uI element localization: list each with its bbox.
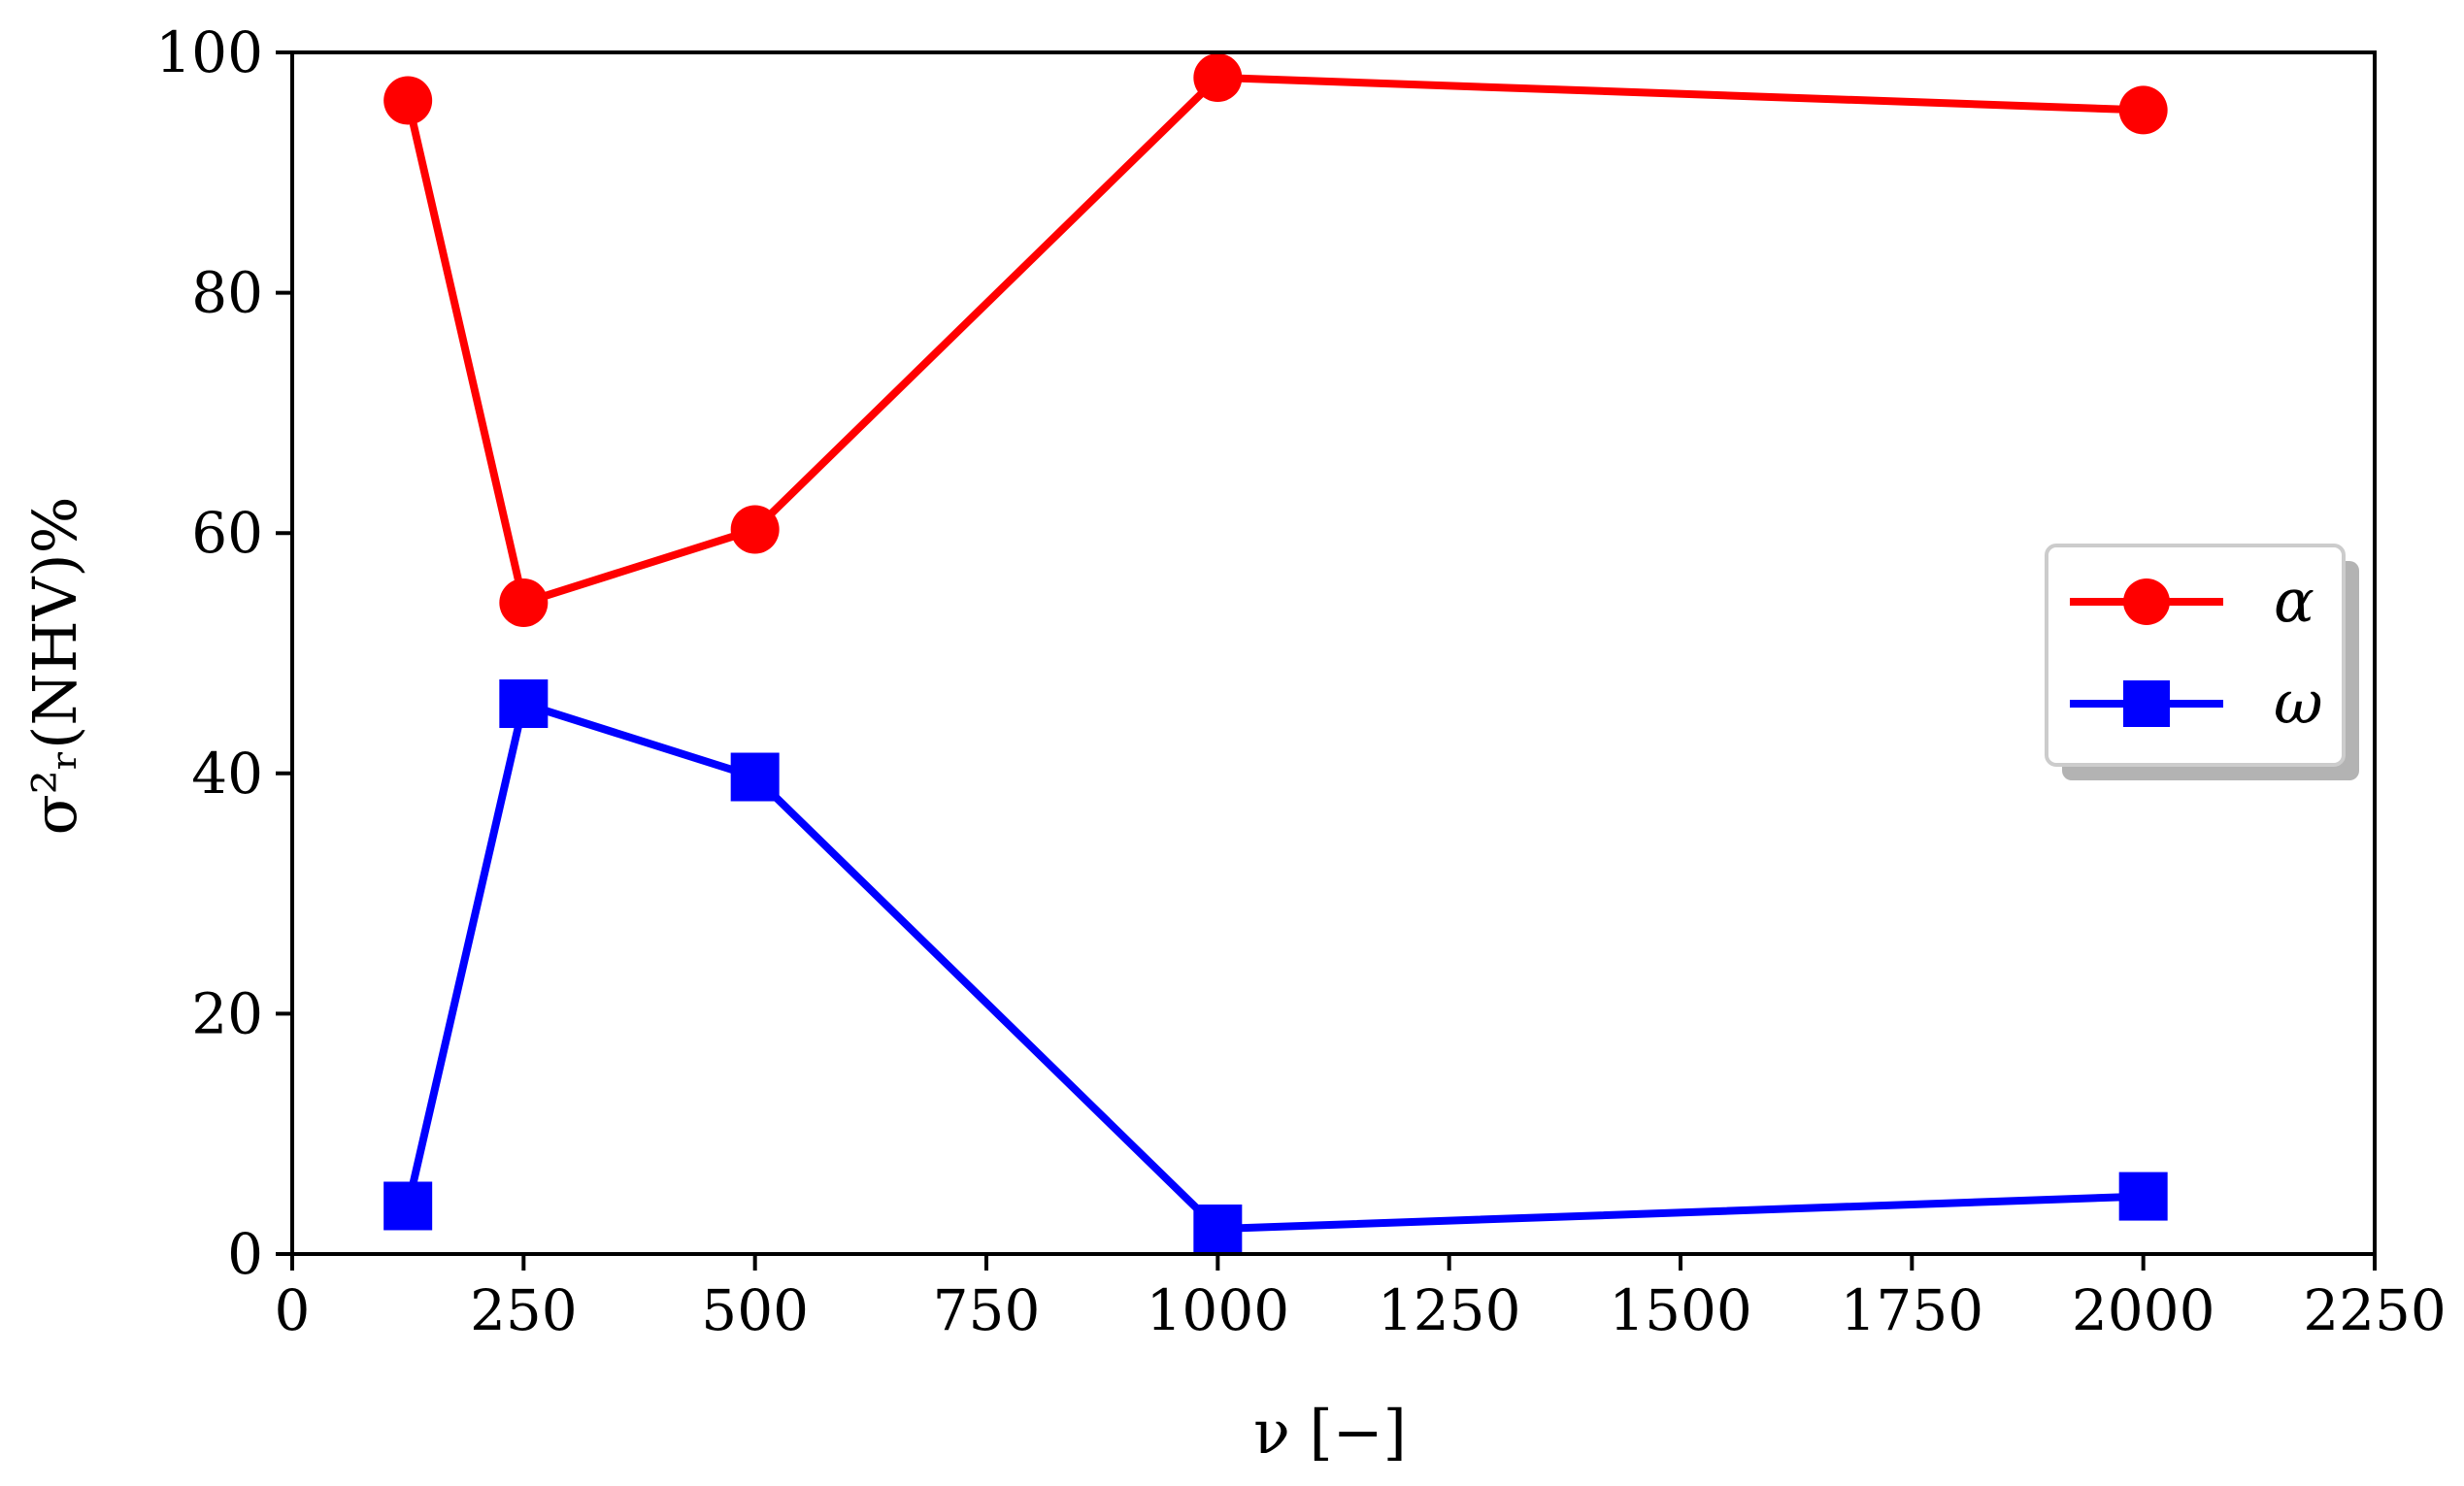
y-tick-label-0: 0 [227, 1221, 263, 1287]
x-tick-label-6: 1500 [1609, 1277, 1752, 1343]
data-point-alpha-2 [730, 505, 780, 554]
legend-omega-label: ω [2274, 667, 2323, 738]
x-tick-label-1: 250 [470, 1277, 578, 1343]
data-point-alpha-1 [499, 578, 549, 628]
x-tick-label-4: 1000 [1147, 1277, 1290, 1343]
data-point-omega-4 [2118, 1172, 2168, 1221]
data-point-omega-3 [1193, 1205, 1243, 1254]
legend-omega-marker [2123, 680, 2170, 727]
plot-area [383, 52, 2168, 1254]
y-axis-label: σ²ᵣ(NHV)% [19, 496, 90, 835]
legend-alpha-marker [2123, 578, 2170, 625]
legend-alpha-label: α [2274, 565, 2314, 636]
x-tick-label-3: 750 [933, 1277, 1041, 1343]
data-point-alpha-4 [2118, 85, 2168, 135]
series-line-alpha [404, 74, 2144, 607]
y-tick-label-3: 60 [191, 500, 263, 566]
data-point-alpha-3 [1193, 52, 1243, 102]
data-point-omega-2 [730, 752, 780, 802]
legend: α ω [2045, 544, 2359, 780]
plot-frame [290, 50, 2377, 1256]
x-tick-label-0: 0 [275, 1277, 311, 1343]
x-tick-label-5: 1250 [1378, 1277, 1521, 1343]
data-point-omega-1 [499, 678, 549, 728]
y-tick-label-5: 100 [155, 19, 263, 85]
x-axis-label: ν [−] [1253, 1397, 1407, 1468]
y-tick-label-4: 80 [191, 260, 263, 326]
series-line-omega [404, 700, 2144, 1233]
y-tick-label-2: 40 [191, 741, 263, 807]
x-tick-label-9: 2250 [2303, 1277, 2447, 1343]
y-tick-label-1: 20 [191, 980, 263, 1046]
data-point-alpha-0 [383, 76, 433, 125]
x-tick-label-7: 1750 [1841, 1277, 1984, 1343]
x-tick-label-8: 2000 [2072, 1277, 2215, 1343]
data-point-omega-0 [383, 1181, 433, 1231]
x-tick-label-2: 500 [701, 1277, 809, 1343]
axes: 0 250 500 750 1000 1250 1500 1750 2000 2250 0 20 40 6… [155, 19, 2447, 1343]
